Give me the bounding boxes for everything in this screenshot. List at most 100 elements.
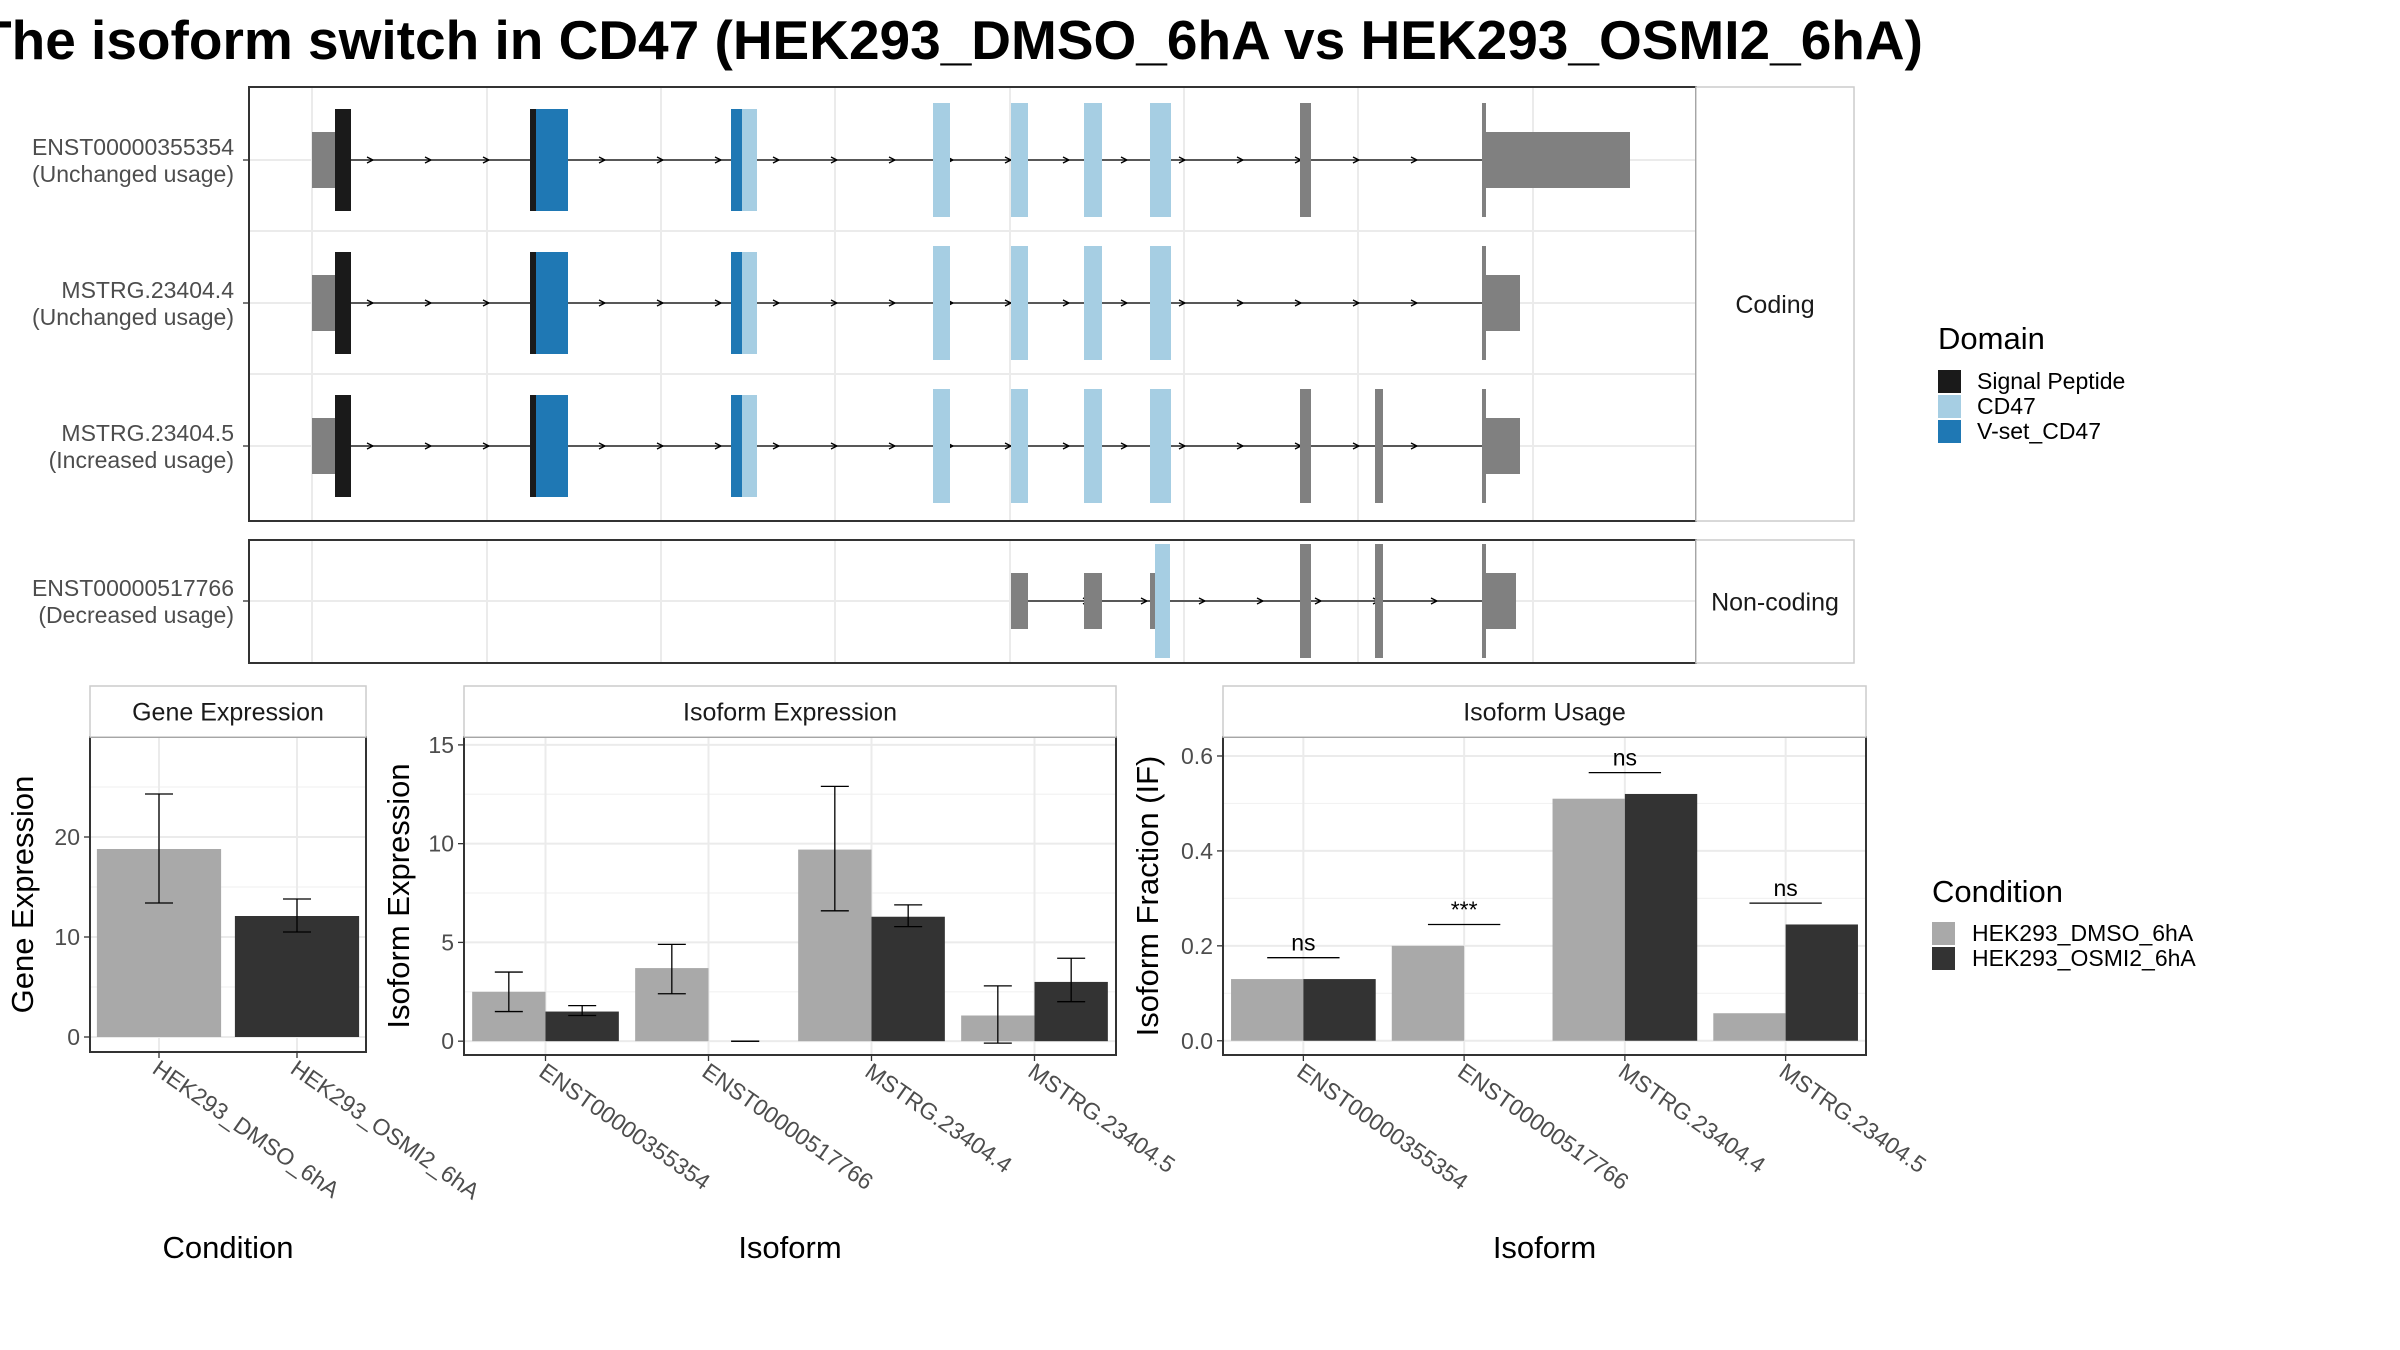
y-tick-label: 10 <box>428 831 454 857</box>
direction-arrow <box>424 299 433 307</box>
exon-block <box>530 109 536 211</box>
legend-swatch <box>1932 922 1955 945</box>
exon-block <box>312 275 335 331</box>
exon-block <box>1486 418 1520 474</box>
direction-arrow <box>1236 299 1245 307</box>
transcript-name: ENST00000355354 <box>32 134 234 160</box>
exon-block <box>1482 246 1486 360</box>
legend-swatch <box>1938 370 1961 393</box>
panel-strip <box>89 685 367 738</box>
direction-arrow <box>1410 156 1419 164</box>
direction-arrow <box>366 299 375 307</box>
exon-block <box>1300 103 1311 217</box>
exon-block <box>1150 103 1171 217</box>
bar <box>1713 1013 1786 1041</box>
x-tick-label: ENST00000517766 <box>1453 1058 1633 1195</box>
significance-label: ns <box>1613 745 1637 771</box>
y-tick-label: 0.6 <box>1181 743 1213 769</box>
isoform-expression-panel: Isoform Expression 0 5 10 15 ENST00000355354E… <box>381 685 1180 1265</box>
direction-arrow <box>1352 156 1361 164</box>
exon-block <box>1150 389 1171 503</box>
direction-arrow <box>366 156 375 164</box>
exon-block <box>312 132 335 188</box>
y-tick-label: 10 <box>54 924 80 950</box>
gene-expression-panel: Gene Expression01020HEK293_DMSO_6hAHEK29… <box>5 685 485 1265</box>
bar <box>1303 979 1376 1041</box>
group-strip <box>1695 539 1855 664</box>
direction-arrow <box>888 156 897 164</box>
exon-block <box>1300 544 1311 658</box>
direction-arrow <box>1352 299 1361 307</box>
y-tick-label: 0.4 <box>1181 838 1213 864</box>
direction-arrow <box>830 299 839 307</box>
y-tick-label: 15 <box>428 732 454 758</box>
direction-arrow <box>598 156 607 164</box>
transcript-name: MSTRG.23404.5 <box>61 420 234 446</box>
direction-arrow <box>888 442 897 450</box>
direction-arrow <box>888 299 897 307</box>
direction-arrow <box>656 299 665 307</box>
exon-block <box>335 109 351 211</box>
transcript-name: MSTRG.23404.4 <box>61 277 234 303</box>
bar <box>1391 945 1465 1041</box>
direction-arrow <box>656 156 665 164</box>
y-tick-label: 0.2 <box>1181 933 1213 959</box>
transcript-name: ENST00000517766 <box>32 575 234 601</box>
exon-block <box>536 395 568 497</box>
group-strip-label: Non-coding <box>1711 589 1839 617</box>
bar <box>871 916 945 1042</box>
direction-arrow <box>366 442 375 450</box>
exon-block <box>742 109 757 211</box>
exon-block <box>1011 103 1028 217</box>
direction-arrow <box>714 156 723 164</box>
direction-arrow <box>1314 597 1323 605</box>
direction-arrow <box>1120 442 1129 450</box>
direction-arrow <box>1430 597 1439 605</box>
exon-block <box>1482 103 1486 217</box>
direction-arrow <box>1236 442 1245 450</box>
direction-arrow <box>1256 597 1265 605</box>
direction-arrow <box>714 442 723 450</box>
bar <box>1231 979 1304 1041</box>
y-tick-label: 20 <box>54 824 80 850</box>
transcript-usage-note: (Unchanged usage) <box>32 304 234 330</box>
legend-swatch <box>1938 420 1961 443</box>
exon-block <box>1150 573 1155 629</box>
exon-block <box>1084 573 1102 629</box>
direction-arrow <box>482 442 491 450</box>
exon-block <box>1300 389 1311 503</box>
transcript-usage-note: (Increased usage) <box>49 447 234 473</box>
y-tick-label: 0.0 <box>1181 1028 1213 1054</box>
bar <box>234 916 360 1037</box>
condition-legend-label: HEK293_DMSO_6hA <box>1972 920 2194 946</box>
direction-arrow <box>482 156 491 164</box>
y-axis-title: Isoform Expression <box>381 763 416 1028</box>
exon-block <box>1150 246 1171 360</box>
isoform-usage-panel: ns *** ns ns Isoform Usage 0.0 0.2 0.4 0.6 ENST00… <box>1130 685 1931 1265</box>
direction-arrow <box>1410 442 1419 450</box>
direction-arrow <box>830 442 839 450</box>
exon-block <box>1486 275 1520 331</box>
direction-arrow <box>1352 442 1361 450</box>
x-tick-label: MSTRG.23404.5 <box>1024 1058 1180 1178</box>
direction-arrow <box>1178 156 1187 164</box>
significance-label: ns <box>1291 930 1315 956</box>
x-axis-title: Isoform <box>1493 1230 1596 1265</box>
x-tick-label: ENST00000355354 <box>1293 1058 1474 1195</box>
condition-legend-title: Condition <box>1932 874 2063 909</box>
bar <box>1624 793 1698 1041</box>
x-tick-label: MSTRG.23404.4 <box>861 1058 1017 1178</box>
y-tick-label: 0 <box>67 1024 80 1050</box>
exon-block <box>1482 389 1486 503</box>
exon-block <box>1486 573 1516 629</box>
y-axis-title: Isoform Fraction (IF) <box>1130 756 1165 1037</box>
exon-block <box>742 252 757 354</box>
exon-block <box>1011 246 1028 360</box>
direction-arrow <box>1178 442 1187 450</box>
y-tick-label: 5 <box>441 929 454 955</box>
exon-block <box>530 252 536 354</box>
exon-block <box>731 252 742 354</box>
exon-block <box>933 246 950 360</box>
